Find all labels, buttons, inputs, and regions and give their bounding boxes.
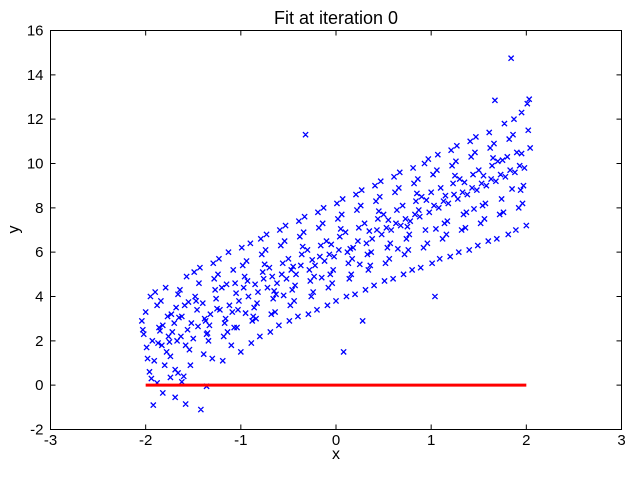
x-tick-label: 2 <box>522 432 530 449</box>
y-tick-label: 8 <box>35 200 43 217</box>
y-tick-label: 14 <box>27 67 44 84</box>
x-tick-label: -3 <box>44 432 57 449</box>
y-tick-label: 2 <box>35 333 43 350</box>
tick-marks <box>50 30 622 430</box>
x-tick-label: -1 <box>234 432 247 449</box>
x-axis-label: x <box>332 446 340 463</box>
training-data-scatter <box>138 55 534 413</box>
y-tick-label: 16 <box>27 23 44 40</box>
y-tick-label: -2 <box>30 422 43 439</box>
y-axis-label: y <box>5 225 23 234</box>
x-tick-label: 3 <box>617 432 625 449</box>
x-tick-label: -2 <box>139 432 152 449</box>
y-tick-label: 6 <box>35 244 43 261</box>
y-tick-label: 12 <box>27 111 44 128</box>
x-tick-label: 0 <box>332 432 340 449</box>
chart-title: Fit at iteration 0 <box>273 8 399 28</box>
x-tick-label: 1 <box>427 432 435 449</box>
y-tick-label: 10 <box>27 156 44 173</box>
y-tick-label: 0 <box>35 377 43 394</box>
y-tick-label: 4 <box>35 289 43 306</box>
